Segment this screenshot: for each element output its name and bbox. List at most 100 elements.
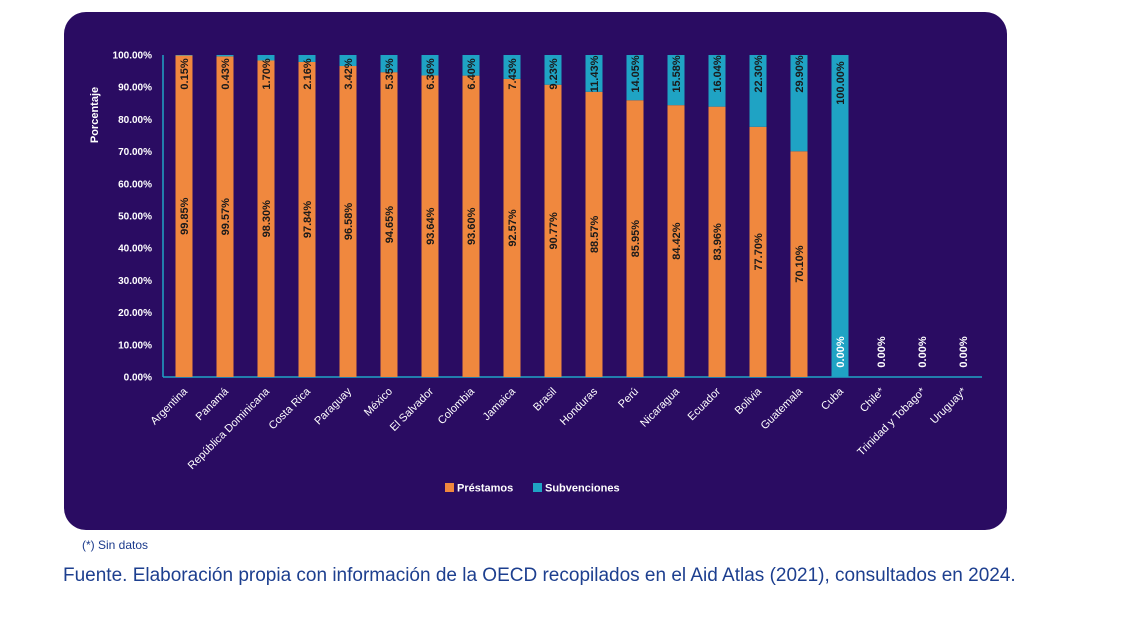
data-label-subvenciones: 11.43% bbox=[589, 55, 601, 92]
legend-swatch-prestamos bbox=[445, 483, 454, 492]
data-label-prestamos: 83.96% bbox=[712, 223, 724, 261]
bar-subvenciones bbox=[257, 55, 275, 61]
x-tick-label: Bolivia bbox=[733, 385, 765, 417]
bar-prestamos bbox=[585, 91, 603, 378]
bar-prestamos bbox=[503, 78, 521, 378]
bar-subvenciones bbox=[503, 55, 521, 79]
footnote: (*) Sin datos bbox=[82, 538, 149, 552]
y-tick-label: 20.00% bbox=[118, 308, 152, 319]
bar-subvenciones bbox=[626, 55, 644, 101]
bar-prestamos bbox=[216, 56, 234, 377]
data-label-subvenciones: 0.43% bbox=[220, 58, 232, 89]
bar-prestamos bbox=[749, 126, 767, 377]
data-label-subvenciones: 5.35% bbox=[384, 58, 396, 89]
bar-prestamos bbox=[790, 151, 808, 377]
data-label-subvenciones: 9.23% bbox=[548, 58, 560, 89]
data-label-subvenciones: 0.15% bbox=[179, 58, 191, 89]
bar-prestamos bbox=[708, 106, 726, 377]
data-label-prestamos: 90.77% bbox=[548, 212, 560, 250]
bar-subvenciones bbox=[831, 55, 849, 377]
data-label-prestamos: 0.00% bbox=[958, 336, 970, 367]
data-label-subvenciones: 6.40% bbox=[466, 58, 478, 89]
y-tick-label: 90.00% bbox=[118, 83, 152, 94]
bar-subvenciones bbox=[380, 55, 398, 73]
y-tick-label: 60.00% bbox=[118, 179, 152, 190]
x-tick-label: Ecuador bbox=[686, 385, 724, 423]
bar-prestamos bbox=[544, 84, 562, 378]
data-label-subvenciones: 15.58% bbox=[671, 55, 683, 93]
x-tick-label: Costa Rica bbox=[267, 385, 314, 432]
data-label-prestamos: 99.57% bbox=[220, 198, 232, 236]
bar-prestamos bbox=[257, 60, 275, 377]
data-label-prestamos: 0.00% bbox=[917, 336, 929, 367]
y-tick-label: 70.00% bbox=[118, 147, 152, 158]
x-tick-label: Cuba bbox=[819, 385, 847, 413]
bar-prestamos bbox=[339, 66, 357, 378]
legend-label-subvenciones: Subvenciones bbox=[545, 483, 620, 495]
data-label-subvenciones: 16.04% bbox=[712, 55, 724, 93]
bar-subvenciones bbox=[421, 55, 439, 76]
data-label-prestamos: 92.57% bbox=[507, 209, 519, 247]
data-label-subvenciones: 2.16% bbox=[302, 58, 314, 89]
legend-label-prestamos: Préstamos bbox=[457, 483, 513, 495]
data-label-prestamos: 96.58% bbox=[343, 203, 355, 241]
data-label-prestamos: 84.42% bbox=[671, 222, 683, 260]
bar-prestamos bbox=[626, 100, 644, 377]
data-label-prestamos: 70.10% bbox=[794, 245, 806, 283]
y-tick-label: 40.00% bbox=[118, 244, 152, 255]
y-tick-label: 80.00% bbox=[118, 115, 152, 126]
data-label-subvenciones: 22.30% bbox=[753, 55, 765, 93]
y-tick-label: 0.00% bbox=[124, 373, 152, 384]
x-tick-label: Trinidad y Tobago* bbox=[855, 385, 928, 458]
data-label-prestamos: 77.70% bbox=[753, 233, 765, 271]
y-tick-label: 10.00% bbox=[118, 340, 152, 351]
bar-prestamos bbox=[421, 75, 439, 378]
x-tick-label: Nicaragua bbox=[638, 385, 683, 430]
data-label-prestamos: 93.64% bbox=[425, 207, 437, 245]
data-label-prestamos: 0.00% bbox=[876, 336, 888, 367]
x-tick-label: Paraguay bbox=[312, 385, 354, 427]
data-label-subvenciones: 100.00% bbox=[835, 61, 847, 105]
bar-prestamos bbox=[667, 105, 685, 377]
x-tick-label: Perú bbox=[616, 386, 641, 411]
data-label-prestamos: 98.30% bbox=[261, 200, 273, 238]
bar-subvenciones bbox=[667, 55, 685, 106]
legend-swatch-subvenciones bbox=[533, 483, 542, 492]
x-tick-label: Uruguay* bbox=[928, 385, 969, 426]
bar-subvenciones bbox=[790, 55, 808, 152]
bar-subvenciones bbox=[544, 55, 562, 85]
data-label-prestamos: 93.60% bbox=[466, 207, 478, 245]
data-label-prestamos: 99.85% bbox=[179, 197, 191, 235]
data-label-prestamos: 97.84% bbox=[302, 201, 314, 239]
data-label-subvenciones: 1.70% bbox=[261, 58, 273, 89]
x-tick-label: Colombia bbox=[436, 385, 478, 427]
x-tick-label: Jamaica bbox=[481, 385, 519, 423]
y-axis-title: Porcentaje bbox=[89, 87, 101, 143]
bar-subvenciones bbox=[298, 55, 316, 62]
x-tick-label: Argentina bbox=[148, 385, 190, 427]
data-label-subvenciones: 6.36% bbox=[425, 58, 437, 89]
data-label-prestamos: 0.00% bbox=[835, 336, 847, 367]
x-tick-label: México bbox=[362, 386, 395, 419]
x-tick-label: Chile* bbox=[858, 385, 888, 415]
x-tick-label: República Dominicana bbox=[186, 385, 273, 472]
bar-subvenciones bbox=[216, 55, 234, 57]
bar-subvenciones bbox=[708, 55, 726, 107]
bar-subvenciones bbox=[585, 55, 603, 92]
bar-prestamos bbox=[175, 55, 193, 377]
data-label-subvenciones: 14.05% bbox=[630, 55, 642, 93]
x-tick-label: Guatemala bbox=[759, 385, 806, 432]
data-label-prestamos: 85.95% bbox=[630, 220, 642, 258]
x-tick-label: Brasil bbox=[531, 386, 559, 414]
bar-prestamos bbox=[298, 61, 316, 377]
stacked-bar-chart: 0.00% 10.00% 20.00% 30.00% 40.00% 50.00% 60.00… bbox=[89, 51, 982, 495]
y-tick-label: 50.00% bbox=[118, 212, 152, 223]
data-label-prestamos: 94.65% bbox=[384, 206, 396, 244]
source-caption: Fuente. Elaboración propia con informaci… bbox=[63, 565, 1016, 586]
data-label-subvenciones: 3.42% bbox=[343, 58, 355, 89]
data-label-prestamos: 88.57% bbox=[589, 216, 601, 254]
x-tick-label: El Salvador bbox=[388, 385, 436, 433]
y-tick-label: 30.00% bbox=[118, 276, 152, 287]
x-tick-label: Panamá bbox=[194, 385, 232, 423]
data-label-subvenciones: 29.90% bbox=[794, 55, 806, 93]
